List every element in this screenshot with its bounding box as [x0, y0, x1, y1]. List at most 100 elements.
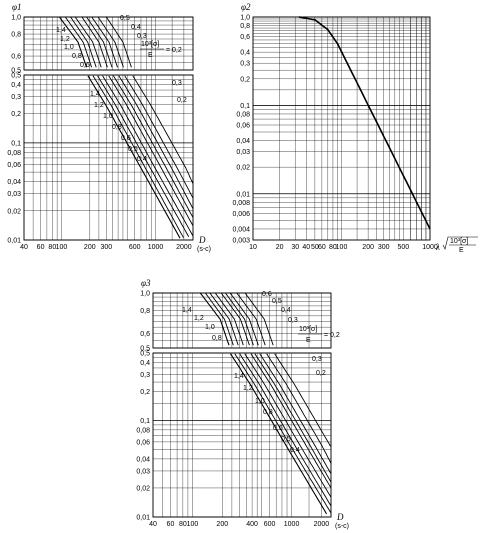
x-tick-label: 80 [179, 521, 187, 528]
series-label: 0,2 [316, 370, 326, 377]
x-tick-label: 40 [20, 244, 28, 251]
series-label: 0,8 [263, 409, 273, 416]
series-line-1-2-bottom [92, 75, 184, 238]
series-label: 0,3 [312, 356, 322, 363]
y-tick-label: 0,8 [11, 32, 21, 39]
series-line-0-2-top [24, 16, 132, 68]
y-tick-label: 0,5 [140, 346, 150, 353]
series-label: 0,6 [273, 425, 283, 432]
x-tick-label: 2000 [176, 244, 192, 251]
y-tick-label: 0,4 [140, 360, 150, 367]
y-tick-label: 0,8 [140, 308, 150, 315]
y-tick-label: 0,006 [232, 211, 250, 218]
y-tick-label: 0,08 [236, 111, 250, 118]
panel-frame-top [23, 16, 194, 71]
x-axis-unit: (s-c) [197, 246, 211, 253]
y-tick-label: 0,08 [136, 427, 150, 434]
x-tick-label: 1000 [148, 244, 164, 251]
series-line-1-0-bottom [97, 75, 190, 238]
series-label: 0,5 [281, 436, 291, 443]
y-tick-label: 0,4 [240, 50, 250, 57]
series-label: 0,8 [212, 335, 222, 342]
y-tick-label: 0,2 [140, 389, 150, 396]
y-tick-label: 0,5 [11, 68, 21, 75]
y-axis-label: φ3 [141, 278, 151, 288]
y-tick-label: 1,0 [11, 15, 21, 22]
series-label: 0,4 [281, 307, 291, 314]
y-tick-label: 0,06 [236, 123, 250, 130]
param-label-value: = 0,2 [324, 332, 340, 339]
series-label: 0,4 [137, 156, 147, 163]
series-line-0-8-bottom [244, 353, 332, 498]
series-line-0-6-bottom [250, 353, 332, 489]
panel-frame-bottom [23, 74, 194, 241]
x-tick-label: 200 [216, 521, 228, 528]
x-tick-label: 40 [149, 521, 157, 528]
y-tick-label: 0,01 [136, 515, 150, 522]
y-tick-label: 0,06 [7, 162, 21, 169]
series-label: 0,6 [80, 62, 90, 69]
series-label: 0,2 [177, 97, 187, 104]
x-tick-label: 80 [48, 244, 56, 251]
y-tick-label: 0,02 [236, 165, 250, 172]
x-tick-label: 300 [101, 244, 113, 251]
series-line-0-8-bottom [102, 75, 194, 237]
series-line-1-0-bottom [239, 353, 332, 507]
x-tick-label: 600 [129, 244, 141, 251]
y-tick-label: 0,3 [140, 372, 150, 379]
chart-phi2: 1,00,8 0,6 0,4 0,3 0,2 0,10,08 0,06 0,04 0,03 0,0… [232, 2, 478, 254]
series-line-0-3-top [153, 292, 266, 346]
series-label: 0,8 [72, 53, 82, 60]
series-label: 1,2 [94, 102, 104, 109]
y-tick-label: 0,4 [11, 82, 21, 89]
y-tick-label: 1,0 [240, 15, 250, 22]
series-line-0-4-bottom [259, 353, 332, 475]
y-tick-label: 0,02 [136, 485, 150, 492]
x-axis-label: λ [435, 242, 440, 252]
x-tick-label: 200 [362, 244, 374, 251]
x-tick-label: 30 [291, 244, 299, 251]
series-line-0-2-top [153, 292, 274, 346]
series-line-0-4-bottom [118, 75, 194, 209]
y-tick-label: 0,008 [232, 200, 250, 207]
param-label-value: = 0,2 [166, 47, 182, 54]
x-tick-label: 1000 [422, 244, 438, 251]
series-line-1-4-bottom [87, 75, 181, 239]
series-label: 1,2 [243, 385, 253, 392]
y-tick-label: 0,2 [240, 76, 250, 83]
y-tick-label: 0,03 [7, 191, 21, 198]
param-label-denominator: E [148, 52, 153, 59]
series-line-phi2 [298, 16, 431, 230]
y-tick-label: 0,8 [240, 23, 250, 30]
series-label: 0,5 [128, 146, 138, 153]
y-tick-label: 0,3 [11, 94, 21, 101]
series-line-1-2-bottom [234, 353, 332, 514]
y-tick-label: 0,08 [7, 150, 21, 157]
y-tick-label: 0,1 [140, 418, 150, 425]
series-line-0-2-bottom [274, 353, 332, 447]
x-tick-label: 40 [302, 244, 310, 251]
series-label: 1,0 [103, 113, 113, 120]
y-tick-label: 0,02 [7, 208, 21, 215]
series-label: 1,2 [194, 315, 204, 322]
series-line-0-3-bottom [124, 75, 194, 199]
x-tick-label: 300 [378, 244, 390, 251]
series-label: 0,8 [112, 124, 122, 131]
param-label-numerator: 10³[σ] [299, 326, 317, 333]
y-tick-label: 0,04 [7, 179, 21, 186]
series-label: 1,0 [255, 398, 265, 405]
series-label: 1,4 [90, 91, 100, 98]
x-tick-label: 1000 [284, 521, 300, 528]
y-tick-label: 0,03 [236, 149, 250, 156]
y-tick-label: 0,04 [136, 456, 150, 463]
y-tick-label: 0,6 [240, 34, 250, 41]
y-tick-label: 0,1 [11, 140, 21, 147]
series-label: 0,3 [172, 80, 182, 87]
x-axis-label: D [336, 512, 344, 522]
y-tick-label: 0,6 [140, 331, 150, 338]
series-label: 0,4 [290, 447, 300, 454]
x-tick-label: 80 [329, 244, 337, 251]
x-tick-label: 200 [84, 244, 96, 251]
sqrt-symbol [442, 236, 478, 250]
